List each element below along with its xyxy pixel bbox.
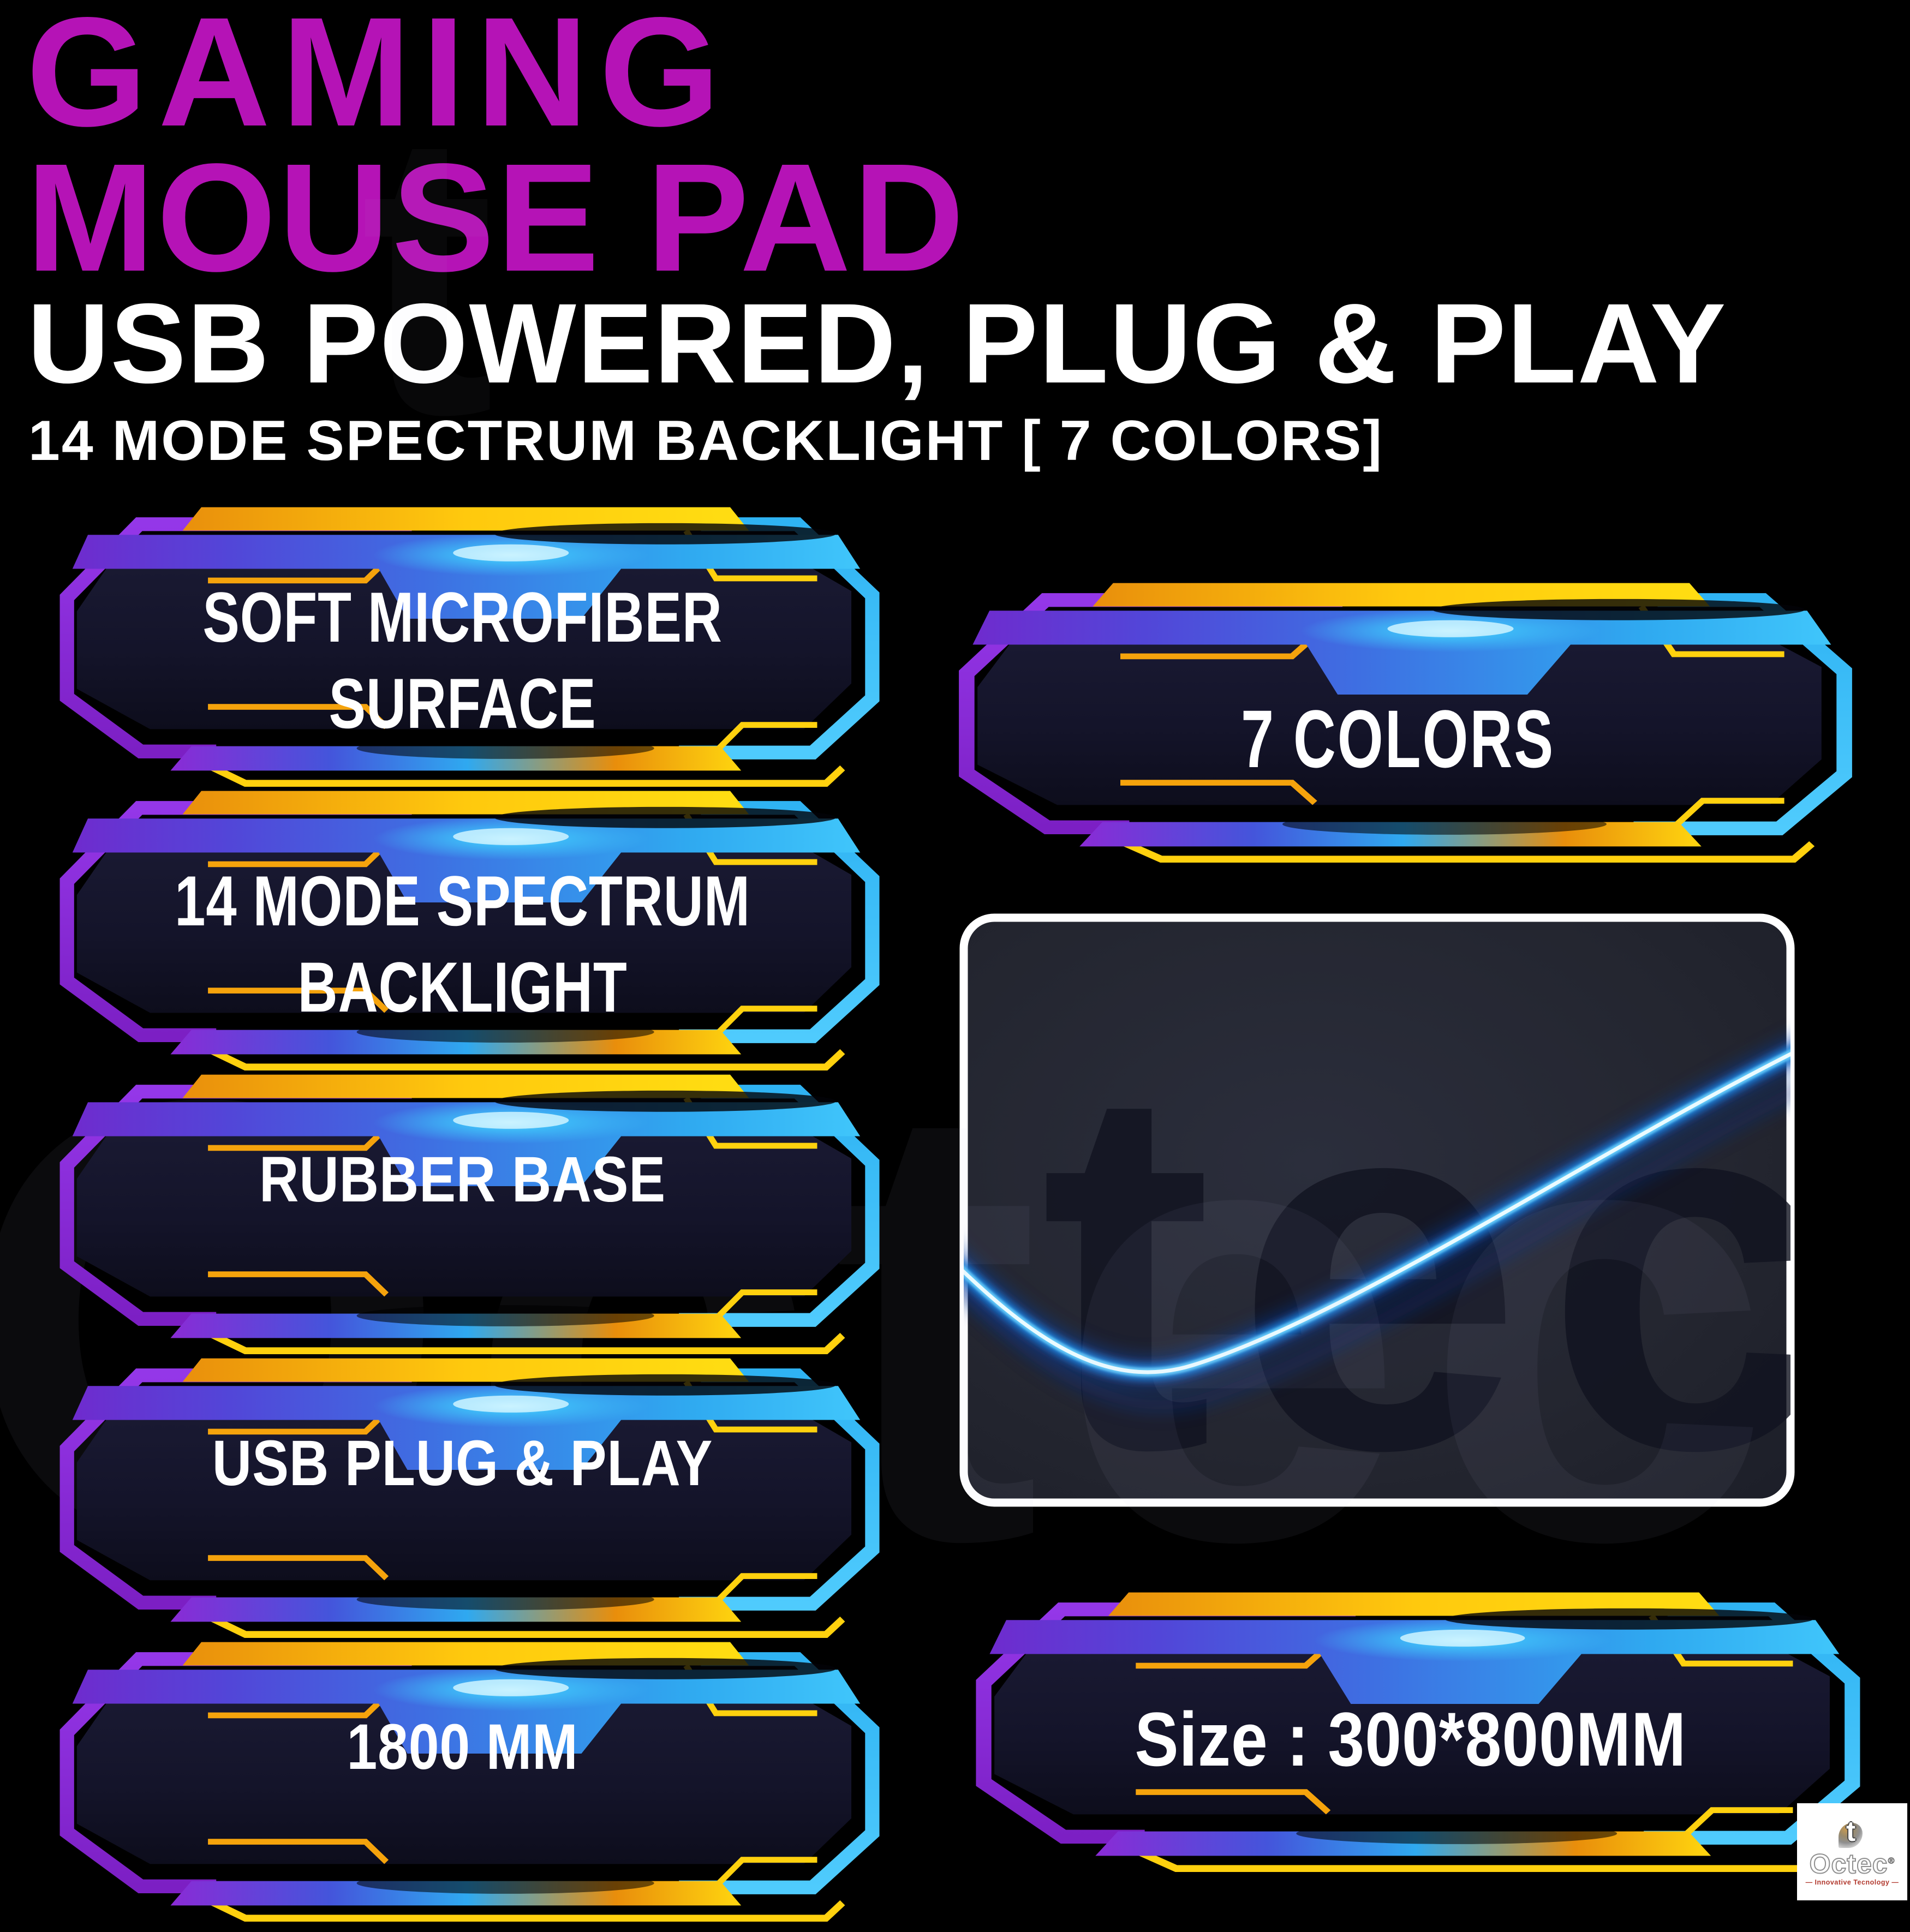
octec-logo: t Octec® — Innovative Tecnology — <box>1797 1803 1907 1900</box>
title-line2: MOUSE PAD <box>26 131 966 303</box>
size-badge: Size : 300*800MM <box>940 1585 1890 1882</box>
colors-badge: 7 COLORS <box>922 576 1883 873</box>
logo-text: Octec <box>1809 1849 1888 1879</box>
mousepad-led-image: tec <box>959 913 1796 1508</box>
subtitle: USB POWERED, PLUG & PLAY <box>27 280 1727 407</box>
size-badge-label: Size : 300*800MM <box>1055 1662 1766 1817</box>
logo-t-letter: t <box>1846 1816 1856 1847</box>
feature-label: RUBBER BASE <box>136 1091 788 1270</box>
feature-label-line1: 14 MODE SPECTRUM <box>175 860 750 941</box>
feature-label-line1: USB PLUG & PLAY <box>212 1427 713 1500</box>
feature-badge-soft-microfiber: SOFT MICROFIBER SURFACE <box>26 500 908 797</box>
feature-label-line1: 1800 MM <box>347 1711 578 1784</box>
feature-label: 14 MODE SPECTRUM BACKLIGHT <box>163 861 761 1027</box>
product-photo: tec <box>958 912 1796 1508</box>
feature-badge-rubber-base: RUBBER BASE <box>26 1067 908 1365</box>
feature-badge-1800mm: 1800 MM <box>26 1635 908 1932</box>
size-badge-text: Size : 300*800MM <box>1134 1696 1686 1782</box>
colors-badge-label: 7 COLORS <box>1097 659 1698 820</box>
feature-label-line2: BACKLIGHT <box>297 947 628 1027</box>
feature-label: SOFT MICROFIBER SURFACE <box>163 577 761 744</box>
photo-watermark-letters: tec <box>1040 978 1796 1508</box>
feature-label-line1: SOFT MICROFIBER <box>202 577 723 657</box>
feature-label-line1: RUBBER BASE <box>259 1144 666 1216</box>
feature-badge-usb-plug-play: USB PLUG & PLAY <box>26 1351 908 1648</box>
tagline: 14 MODE SPECTRUM BACKLIGHT [ 7 COLORS] <box>28 409 1383 472</box>
logo-tagline: — Innovative Tecnology — <box>1805 1879 1899 1886</box>
registered-mark: ® <box>1888 1856 1895 1866</box>
feature-label-line2: SURFACE <box>329 663 596 744</box>
title-line1: GAMING <box>26 0 731 159</box>
feature-label: 1800 MM <box>136 1659 788 1837</box>
feature-badge-backlight: 14 MODE SPECTRUM BACKLIGHT <box>26 783 908 1081</box>
octec-logo-glyph: t <box>1836 1816 1868 1849</box>
feature-label: USB PLUG & PLAY <box>136 1375 788 1553</box>
colors-badge-text: 7 COLORS <box>1240 693 1555 785</box>
logo-wordmark: Octec® <box>1809 1849 1895 1879</box>
